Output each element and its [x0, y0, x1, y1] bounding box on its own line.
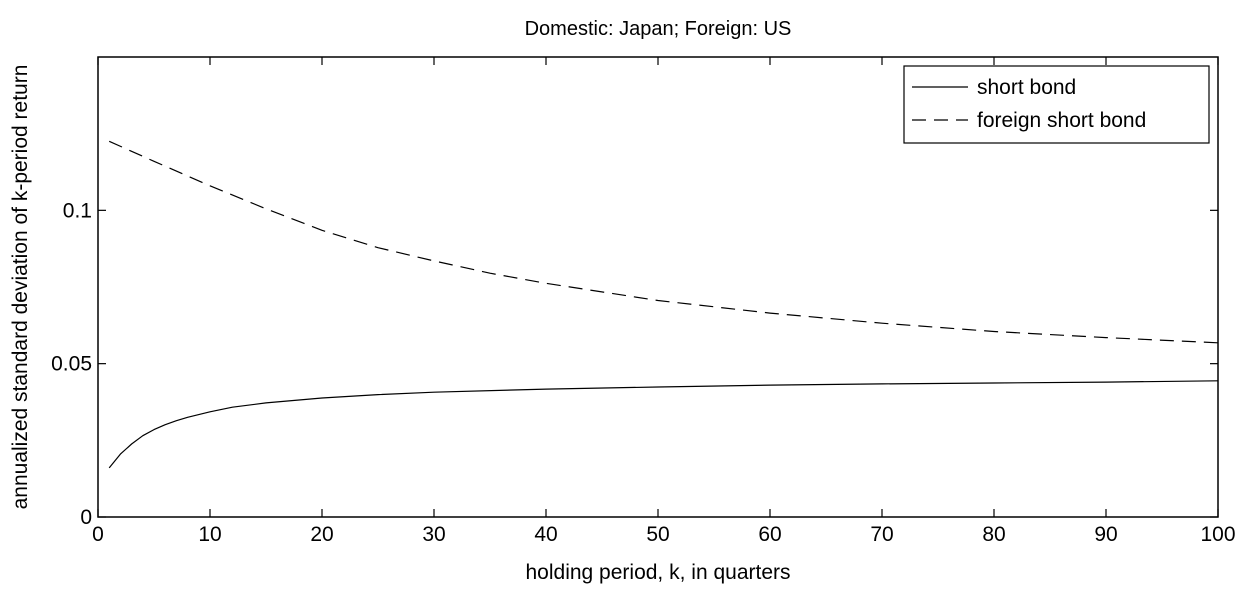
legend-box	[903, 65, 1210, 144]
legend-label-short-bond: short bond	[977, 76, 1076, 99]
x-tick-label: 10	[198, 523, 221, 546]
legend: short bond foreign short bond	[903, 65, 1210, 144]
x-tick-label: 100	[1200, 523, 1235, 546]
x-tick-label: 80	[982, 523, 1005, 546]
x-tick-label: 0	[92, 523, 104, 546]
x-tick-label: 50	[646, 523, 669, 546]
y-tick-label: 0	[80, 506, 92, 529]
series-line-foreign-short-bond	[108, 140, 1219, 344]
chart-title: Domestic: Japan; Foreign: US	[525, 18, 792, 40]
x-tick-label: 90	[1094, 523, 1117, 546]
x-axis-label: holding period, k, in quarters	[526, 561, 791, 584]
x-axis-ticks: 0 10 20 30 40 50 60 70 80 90 100	[92, 57, 1236, 546]
series-line-short-bond	[108, 380, 1219, 469]
x-tick-label: 70	[870, 523, 893, 546]
x-tick-label: 60	[758, 523, 781, 546]
series-lines	[108, 140, 1219, 469]
y-tick-label: 0.1	[63, 199, 92, 222]
y-tick-label: 0.05	[51, 353, 92, 376]
legend-label-foreign-short-bond: foreign short bond	[977, 109, 1146, 132]
y-axis-label: annualized standard deviation of k-perio…	[9, 65, 32, 510]
x-tick-label: 40	[534, 523, 557, 546]
x-tick-label: 30	[422, 523, 445, 546]
x-tick-label: 20	[310, 523, 333, 546]
y-axis-ticks: 0 0.05 0.1	[51, 199, 1218, 529]
